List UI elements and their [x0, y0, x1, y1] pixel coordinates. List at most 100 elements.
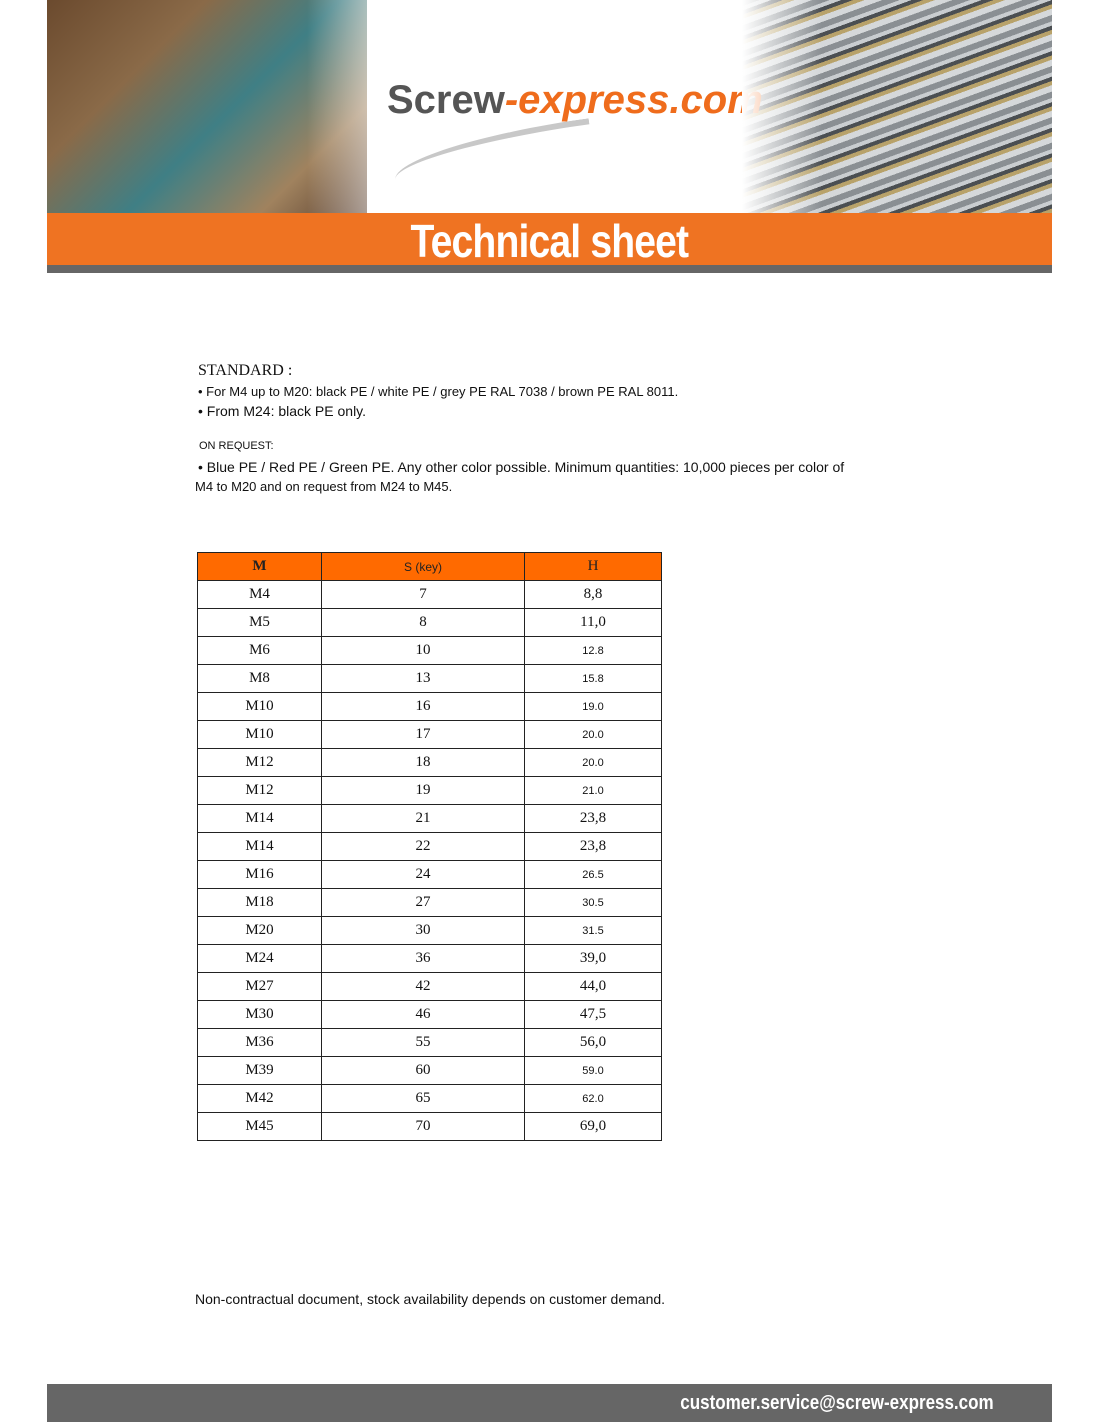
logo-text-2: -express.com — [504, 78, 763, 122]
cell-h: 12.8 — [524, 636, 662, 665]
on-request-line: • Blue PE / Red PE / Green PE. Any other… — [198, 459, 845, 475]
on-request-line: M4 to M20 and on request from M24 to M45… — [195, 479, 453, 494]
cell-m: M12 — [197, 776, 322, 805]
cell-h: 21.0 — [524, 776, 662, 805]
table-row: M10 17 20.0 — [197, 720, 662, 749]
cell-h: 56,0 — [524, 1028, 662, 1057]
table-row: M16 24 26.5 — [197, 860, 662, 889]
cell-h: 8,8 — [524, 580, 662, 609]
cell-m: M8 — [197, 664, 322, 693]
cell-h: 44,0 — [524, 972, 662, 1001]
header-s: S (key) — [321, 552, 525, 581]
cell-h: 47,5 — [524, 1000, 662, 1029]
cell-m: M42 — [197, 1084, 322, 1113]
cell-s: 19 — [321, 776, 525, 805]
cell-s: 42 — [321, 972, 525, 1001]
standard-item: • From M24: black PE only. — [198, 403, 367, 419]
header-h: H — [524, 552, 662, 581]
cell-s: 17 — [321, 720, 525, 749]
table-row: M30 46 47,5 — [197, 1000, 662, 1029]
cell-h: 59.0 — [524, 1056, 662, 1085]
cell-h: 39,0 — [524, 944, 662, 973]
table-row: M39 60 59.0 — [197, 1056, 662, 1085]
cell-s: 36 — [321, 944, 525, 973]
logo: Screw-express.com — [387, 78, 763, 123]
cell-m: M20 — [197, 916, 322, 945]
cell-h: 11,0 — [524, 608, 662, 637]
cell-m: M10 — [197, 720, 322, 749]
cell-s: 16 — [321, 692, 525, 721]
cell-s: 22 — [321, 832, 525, 861]
footer-bar: customer.service@screw-express.com — [47, 1384, 1052, 1422]
standard-title: STANDARD : — [198, 362, 293, 379]
table-row: M6 10 12.8 — [197, 636, 662, 665]
cell-s: 18 — [321, 748, 525, 777]
cell-m: M36 — [197, 1028, 322, 1057]
cell-h: 23,8 — [524, 804, 662, 833]
cell-h: 30.5 — [524, 888, 662, 917]
cell-s: 27 — [321, 888, 525, 917]
standard-item: • For M4 up to M20: black PE / white PE … — [198, 384, 679, 399]
tools-photo — [47, 0, 427, 213]
cell-s: 10 — [321, 636, 525, 665]
cell-s: 24 — [321, 860, 525, 889]
cell-m: M14 — [197, 804, 322, 833]
on-request-title: ON REQUEST: — [199, 440, 274, 452]
cell-m: M5 — [197, 608, 322, 637]
table-row: M5 8 11,0 — [197, 608, 662, 637]
cell-h: 15.8 — [524, 664, 662, 693]
cell-s: 60 — [321, 1056, 525, 1085]
table-row: M14 22 23,8 — [197, 832, 662, 861]
cell-h: 20.0 — [524, 720, 662, 749]
table-row: M14 21 23,8 — [197, 804, 662, 833]
cell-m: M14 — [197, 832, 322, 861]
cell-m: M30 — [197, 1000, 322, 1029]
header-m: M — [197, 552, 322, 581]
cell-s: 55 — [321, 1028, 525, 1057]
cell-m: M16 — [197, 860, 322, 889]
table-row: M18 27 30.5 — [197, 888, 662, 917]
table-row: M8 13 15.8 — [197, 664, 662, 693]
cell-m: M27 — [197, 972, 322, 1001]
cell-h: 26.5 — [524, 860, 662, 889]
cell-m: M24 — [197, 944, 322, 973]
cell-h: 62.0 — [524, 1084, 662, 1113]
table-row: M12 19 21.0 — [197, 776, 662, 805]
cell-s: 46 — [321, 1000, 525, 1029]
cell-s: 65 — [321, 1084, 525, 1113]
title-bar: Technical sheet — [47, 213, 1052, 267]
cell-h: 23,8 — [524, 832, 662, 861]
header-banner: Screw-express.com — [47, 0, 1052, 213]
cell-m: M6 — [197, 636, 322, 665]
cell-m: M45 — [197, 1112, 322, 1141]
table-row: M45 70 69,0 — [197, 1112, 662, 1141]
contact-email[interactable]: customer.service@screw-express.com — [680, 1392, 994, 1414]
cell-s: 70 — [321, 1112, 525, 1141]
table-row: M20 30 31.5 — [197, 916, 662, 945]
disclaimer: Non-contractual document, stock availabi… — [195, 1291, 666, 1307]
cell-m: M18 — [197, 888, 322, 917]
cell-s: 7 — [321, 580, 525, 609]
cell-m: M4 — [197, 580, 322, 609]
table-row: M4 7 8,8 — [197, 580, 662, 609]
cell-m: M10 — [197, 692, 322, 721]
dimensions-table: M S (key) H M4 7 8,8 M5 8 11,0 M6 10 12.8 M8 13 15.… — [197, 552, 662, 1141]
cell-m: M12 — [197, 748, 322, 777]
table-row: M42 65 62.0 — [197, 1084, 662, 1113]
cell-s: 21 — [321, 804, 525, 833]
cell-m: M39 — [197, 1056, 322, 1085]
page-title: Technical sheet — [410, 215, 690, 267]
screws-photo — [742, 0, 1052, 213]
cell-s: 8 — [321, 608, 525, 637]
cell-s: 30 — [321, 916, 525, 945]
table-row: M10 16 19.0 — [197, 692, 662, 721]
table-row: M36 55 56,0 — [197, 1028, 662, 1057]
logo-text-1: Screw — [387, 78, 505, 122]
cell-h: 31.5 — [524, 916, 662, 945]
table-row: M27 42 44,0 — [197, 972, 662, 1001]
cell-h: 20.0 — [524, 748, 662, 777]
table-row: M12 18 20.0 — [197, 748, 662, 777]
divider — [47, 265, 1052, 273]
cell-h: 69,0 — [524, 1112, 662, 1141]
table-row: M24 36 39,0 — [197, 944, 662, 973]
